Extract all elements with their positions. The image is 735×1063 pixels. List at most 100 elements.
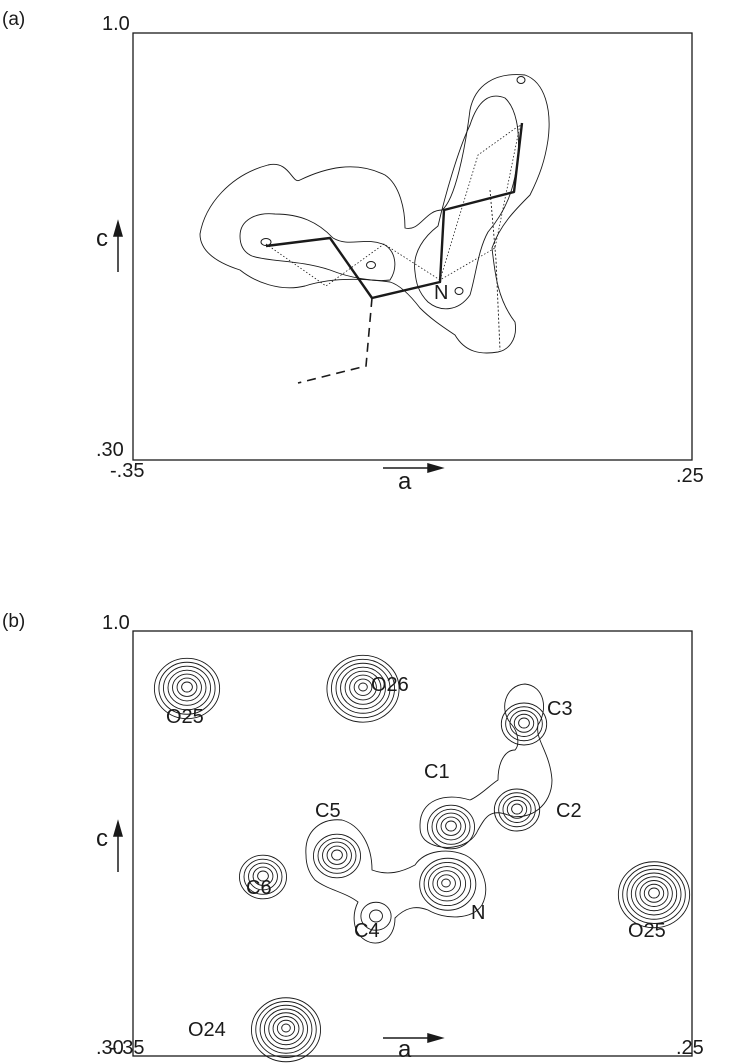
density-peak-c4 [360,901,392,931]
density-contour [498,792,536,828]
density-contour [622,865,686,924]
density-contour [272,1016,300,1041]
density-contour [506,799,528,819]
density-contour [176,677,198,697]
panel-a-contour-outer [199,74,550,354]
density-contour [436,812,466,841]
density-contour [313,833,361,879]
density-contour [436,874,456,893]
density-contour [432,870,461,897]
density-peak-c3 [500,702,548,746]
density-contour [158,661,216,715]
density-contour [252,866,274,886]
atom-label-o25-right: O25 [628,920,666,942]
density-contour [326,654,400,723]
panel-a-model-dotted [265,124,521,287]
panel-a-peak-marker [454,287,464,295]
density-contour [344,670,382,705]
density-contour [335,662,391,714]
panel-a-peak-marker [366,261,376,269]
atom-label-o24: O24 [188,1019,226,1041]
density-contour [322,841,352,870]
panel-a-y-bottom-tick: .30 [96,439,124,461]
density-peak-o26 [326,654,400,723]
density-contour [167,669,207,706]
density-contour [513,713,535,733]
density-contour [511,803,523,815]
density-contour [428,866,467,902]
density-contour [163,665,211,711]
density-contour [440,816,462,836]
density-contour [153,657,221,720]
panel-b-a-axis-arrow [383,1033,445,1043]
density-contour [369,909,383,923]
density-peak-o25-right [617,861,691,929]
density-contour [360,901,392,931]
panel-a-x-axis-label: a [398,468,412,495]
density-contour [427,804,475,850]
density-contour [181,681,193,693]
panel-b-frame [132,630,693,1057]
density-contour [340,666,386,710]
panel-a-contour-inner-right [414,95,519,310]
density-contour [626,868,682,920]
density-contour [518,717,530,729]
density-contour [259,1004,313,1054]
panel-a-model-bold [265,122,524,300]
panel-b-y-axis-label: c [96,825,108,852]
panel-b-x-right-tick: .25 [676,1037,704,1059]
density-contour [239,854,287,900]
density-contour [243,858,283,895]
density-contour [493,788,541,832]
density-contour [331,849,343,861]
panel-b-y-top-tick: 1.0 [102,612,130,634]
density-contour [505,706,543,742]
density-contour [643,883,665,903]
panel-a-a-axis-arrow [383,463,445,473]
atom-label-n: N [471,902,486,924]
panel-a-c-axis-arrow [113,219,123,272]
panel-a: (a) 1.0 .30 -.35 .25 a c N [0,0,735,500]
density-contour [639,880,669,907]
panel-a-model-dashed [297,297,373,384]
panel-b-y-bottom-tick: .30 [96,1037,124,1059]
density-peak-o24 [250,997,322,1063]
density-peak-c2 [493,788,541,832]
density-contour [445,820,457,832]
panel-a-atom-label-n: N [434,282,449,304]
atom-label-c1: C1 [424,761,450,783]
density-contour [268,1012,304,1046]
panel-a-x-right-tick: .25 [676,465,704,487]
panel-a-peak-marker [516,76,526,84]
panel-a-x-left-tick: -.35 [110,460,145,482]
density-contour [423,861,472,907]
density-contour [281,1023,291,1033]
density-contour [441,878,451,888]
density-contour [358,682,368,692]
panel-a-y-top-tick: 1.0 [102,13,130,35]
density-contour [353,678,373,696]
panel-b: (b) 1.0 .30 -.35 .25 a c O25 O26 C3 C1 C… [0,500,735,1063]
panel-b-contour-c1-c2-bridge [419,683,553,848]
density-contour [326,845,348,865]
density-contour [276,1019,296,1037]
panel-b-map [113,630,693,1063]
panel-b-x-left-tick: -.35 [110,1037,145,1059]
atom-label-c5: C5 [315,800,341,822]
density-peak-c6 [239,854,287,900]
density-contour [349,674,377,701]
panel-b-contour-c5-n-bridge [305,819,487,944]
panel-a-frame [132,32,693,461]
density-contour [263,1008,309,1050]
density-contour [431,808,471,845]
atom-label-c2: C2 [556,800,582,822]
density-contour [172,673,202,702]
density-peak-c5 [313,833,361,879]
density-contour [248,862,278,891]
density-peak-n [419,857,477,911]
density-contour [257,870,269,882]
panel-a-map [113,32,693,473]
atom-label-c3: C3 [547,698,573,720]
density-contour [331,658,395,719]
density-contour [317,837,357,874]
